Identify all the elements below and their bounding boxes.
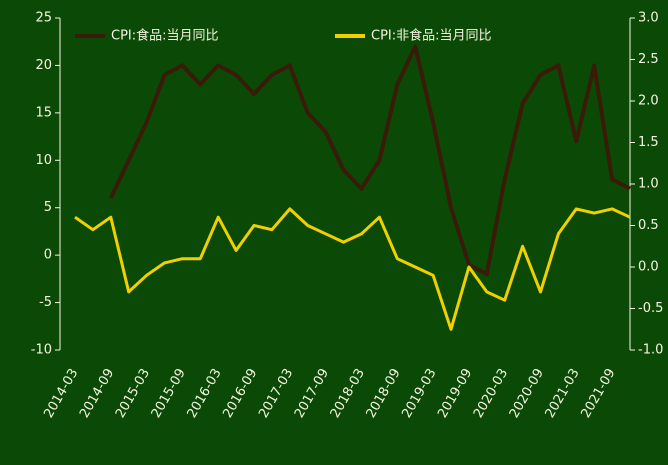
x-tick-label: 2014-09 (77, 366, 117, 421)
y2-tick-label: -0.5 (638, 301, 663, 316)
y2-tick-label: 1.0 (638, 177, 659, 192)
y-tick-label: 10 (35, 153, 52, 168)
x-tick-label: 2016-09 (220, 366, 260, 421)
x-tick-label: 2020-03 (471, 366, 511, 421)
y-tick-label: -5 (39, 295, 52, 310)
y2-tick-label: 2.0 (638, 94, 659, 109)
y-tick-label: 5 (44, 200, 52, 215)
y2-tick-label: 1.5 (638, 135, 659, 150)
x-tick-label: 2018-09 (364, 366, 404, 421)
x-tick-label: 2019-09 (435, 366, 475, 421)
y-tick-label: 25 (35, 11, 52, 26)
y-tick-label: 0 (44, 248, 52, 263)
y2-tick-label: 2.5 (638, 52, 659, 67)
series-line (74, 207, 631, 331)
x-tick-label: 2016-03 (185, 366, 225, 421)
legend-label: CPI:非食品:当月同比 (371, 28, 492, 44)
y2-tick-label: 0.0 (638, 260, 659, 275)
x-tick-label: 2017-03 (256, 366, 296, 421)
x-tick-label: 2019-03 (399, 366, 439, 421)
x-tick-label: 2021-03 (543, 366, 583, 421)
y2-tick-label: -1.0 (638, 343, 663, 358)
legend-label: CPI:食品:当月同比 (111, 28, 219, 44)
y2-tick-label: 3.0 (638, 11, 659, 26)
x-tick-label: 2015-09 (149, 366, 189, 421)
y-tick-label: -10 (31, 343, 52, 358)
series-line (108, 44, 631, 277)
x-tick-label: 2017-09 (292, 366, 332, 421)
x-tick-label: 2018-03 (328, 366, 368, 421)
x-tick-label: 2021-09 (578, 366, 618, 421)
x-tick-label: 2015-03 (113, 366, 153, 421)
y-tick-label: 20 (35, 58, 52, 73)
x-tick-label: 2014-03 (41, 366, 81, 421)
y-tick-label: 15 (35, 105, 52, 120)
y2-tick-label: 0.5 (638, 218, 659, 233)
x-tick-label: 2020-09 (507, 366, 547, 421)
